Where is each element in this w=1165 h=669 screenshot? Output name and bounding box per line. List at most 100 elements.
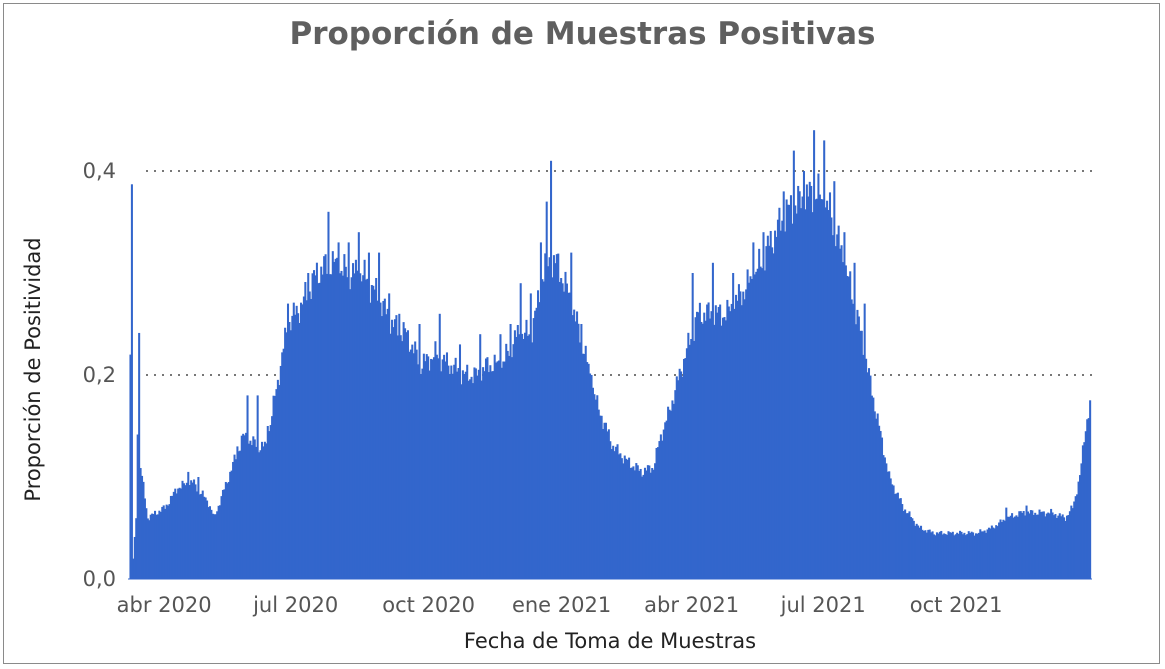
bar: [233, 454, 236, 579]
bar: [788, 204, 791, 579]
bar: [307, 273, 310, 579]
bar: [933, 534, 936, 579]
x-tick-label: abr 2020: [117, 593, 212, 617]
bar: [963, 532, 966, 579]
bar: [581, 353, 584, 579]
bar: [548, 257, 551, 579]
bar: [320, 266, 323, 579]
bar: [583, 353, 586, 579]
bar: [1076, 494, 1079, 579]
bar: [646, 465, 649, 579]
bar: [989, 528, 992, 579]
bar: [985, 532, 988, 579]
bar: [213, 514, 216, 579]
bar: [190, 480, 193, 579]
bar: [253, 439, 256, 579]
bar: [573, 309, 576, 579]
bar: [421, 368, 424, 579]
bar: [372, 285, 375, 579]
bar: [1086, 419, 1089, 579]
bar: [599, 415, 602, 579]
bar: [337, 242, 340, 579]
bar: [669, 410, 673, 579]
bar: [603, 422, 606, 579]
bar: [727, 306, 730, 579]
bar: [278, 385, 281, 579]
bar: [1081, 445, 1084, 579]
bar: [761, 268, 764, 579]
bar: [737, 284, 740, 579]
bar: [873, 411, 876, 579]
bar: [704, 320, 707, 579]
bar: [746, 269, 749, 579]
bar: [687, 332, 690, 579]
bar: [447, 365, 450, 579]
bar: [454, 357, 457, 579]
bar: [586, 362, 589, 579]
bar: [606, 431, 609, 579]
bar: [983, 530, 986, 579]
bar: [391, 319, 394, 579]
bar: [315, 262, 318, 579]
bar: [639, 468, 642, 579]
bar: [883, 457, 886, 579]
bar: [1058, 513, 1061, 579]
bar: [690, 339, 693, 579]
bar: [1080, 463, 1083, 579]
bar: [295, 305, 298, 579]
bar: [545, 201, 548, 579]
bar: [432, 357, 435, 579]
bar: [1052, 515, 1056, 579]
bar: [776, 219, 779, 579]
y-tick-label: 0,0: [83, 567, 116, 591]
bar: [444, 361, 447, 579]
bar: [609, 441, 612, 579]
bar: [156, 514, 159, 579]
bar: [1083, 442, 1086, 579]
bar: [203, 496, 206, 579]
bar: [990, 525, 993, 579]
bar: [1031, 510, 1034, 579]
bar: [827, 210, 830, 579]
bar: [937, 533, 940, 579]
bar: [357, 232, 360, 579]
bar: [742, 291, 745, 579]
bar: [380, 316, 383, 579]
bar: [339, 273, 342, 579]
bar: [460, 384, 463, 579]
bar: [279, 365, 282, 579]
bar: [960, 531, 963, 579]
bar: [815, 198, 818, 580]
bar: [630, 467, 634, 579]
bar: [896, 492, 899, 579]
bar: [369, 302, 372, 579]
bar: [362, 275, 365, 579]
bar: [697, 312, 700, 579]
bar: [617, 454, 620, 579]
bar: [132, 558, 135, 579]
bar: [920, 525, 923, 579]
bar: [198, 494, 201, 579]
bar: [765, 246, 768, 579]
bar: [719, 304, 722, 579]
bar: [1042, 511, 1045, 579]
bar: [360, 281, 363, 579]
bar: [659, 434, 662, 579]
bar: [471, 383, 475, 579]
bar: [1047, 512, 1050, 579]
bar: [169, 495, 172, 579]
bar: [1051, 512, 1054, 579]
bar: [182, 483, 185, 579]
bar: [645, 470, 648, 579]
bar: [1063, 517, 1066, 579]
bar: [292, 302, 295, 579]
bar: [175, 493, 178, 579]
bar: [846, 275, 849, 579]
bar: [651, 468, 654, 579]
bar: [237, 451, 240, 579]
bar: [367, 252, 370, 579]
bar: [352, 263, 355, 579]
bar: [418, 324, 421, 579]
bar: [464, 371, 467, 579]
bar: [700, 321, 703, 579]
